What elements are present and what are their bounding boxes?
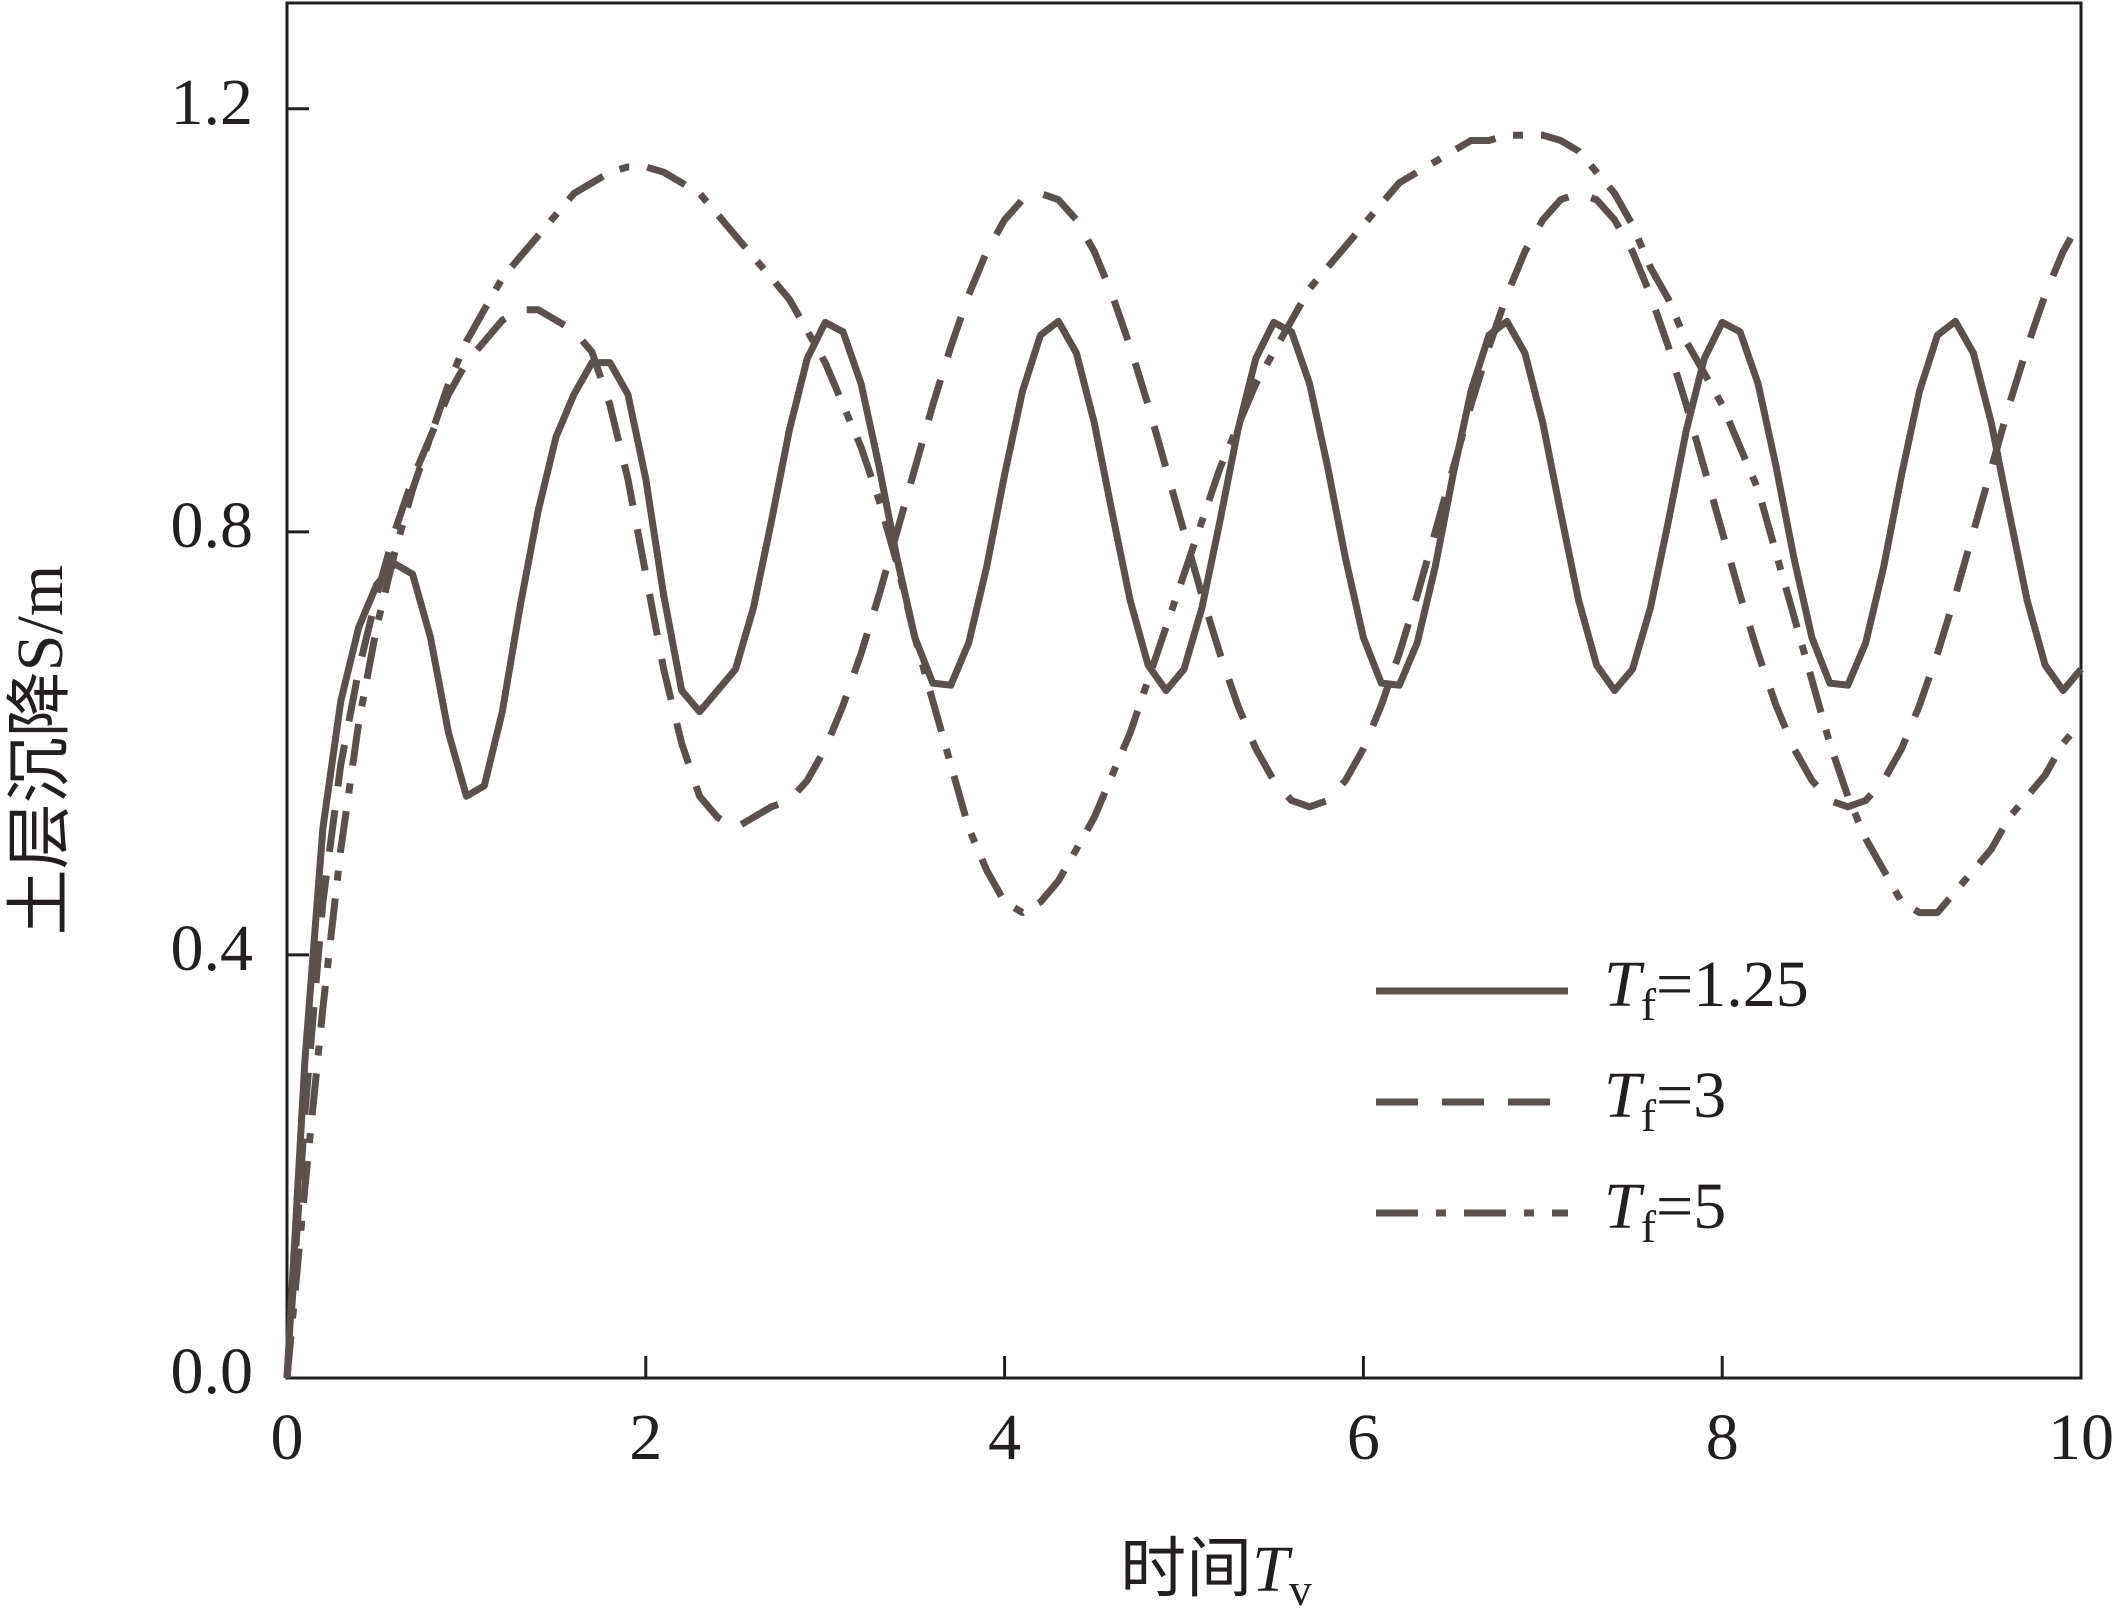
x-tick-label: 6: [1347, 1401, 1380, 1474]
y-tick-label: 0.0: [171, 1335, 254, 1408]
legend-label: Tf=1.25: [1604, 948, 1809, 1029]
y-tick-label: 1.2: [171, 66, 254, 139]
legend-label: Tf=3: [1604, 1059, 1726, 1140]
y-tick-label: 0.4: [171, 912, 254, 985]
x-tick-label: 2: [629, 1401, 662, 1474]
y-axis-label: 土层沉降S/m: [4, 565, 77, 935]
data-line: [283, 189, 2085, 1379]
plot-frame: [285, 1, 2083, 1380]
x-tick-label: 8: [1706, 1401, 1739, 1474]
x-tick-label: 0: [271, 1401, 304, 1474]
x-axis-label: 时间Tv: [1120, 1533, 1312, 1614]
x-tick-label: 10: [2048, 1401, 2114, 1474]
data-line: [283, 317, 2084, 1379]
data-line: [283, 131, 2084, 1379]
x-tick-label: 4: [988, 1401, 1021, 1474]
legend-label: Tf=5: [1604, 1170, 1726, 1251]
y-tick-label: 0.8: [171, 489, 254, 562]
